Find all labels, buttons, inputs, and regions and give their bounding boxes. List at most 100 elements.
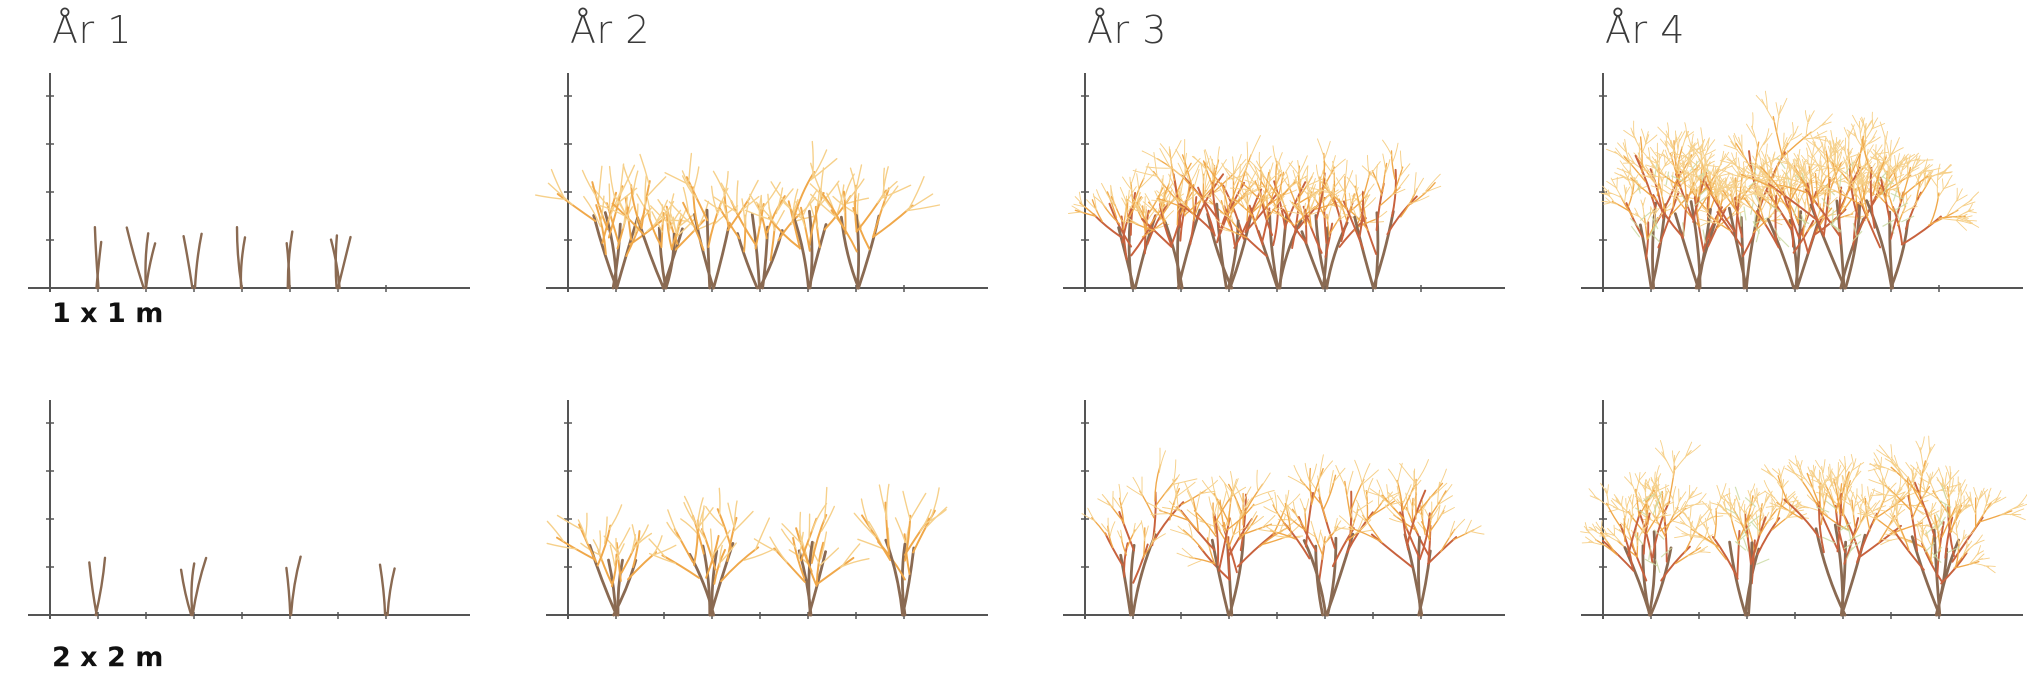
branch bbox=[705, 534, 720, 579]
branch bbox=[667, 509, 677, 533]
branch bbox=[1606, 180, 1617, 189]
branch bbox=[1350, 202, 1358, 219]
branch bbox=[1752, 495, 1760, 507]
branch bbox=[610, 553, 618, 588]
branch bbox=[1600, 192, 1609, 196]
branch bbox=[1830, 146, 1845, 158]
branch bbox=[712, 170, 726, 195]
branch bbox=[1369, 488, 1387, 500]
branch bbox=[1133, 177, 1145, 206]
branch bbox=[1225, 167, 1243, 184]
branch bbox=[1632, 493, 1635, 505]
branch bbox=[1594, 539, 1618, 556]
branch bbox=[1827, 466, 1830, 478]
branch bbox=[1752, 155, 1761, 170]
branch bbox=[1260, 193, 1270, 205]
branch bbox=[1168, 500, 1183, 514]
branch bbox=[1647, 530, 1657, 617]
branch bbox=[613, 194, 630, 221]
branch bbox=[1836, 141, 1847, 153]
branch bbox=[1813, 155, 1821, 169]
branch bbox=[1953, 560, 1980, 569]
branch bbox=[1607, 527, 1615, 536]
branch bbox=[1895, 518, 1910, 551]
branch bbox=[1728, 540, 1747, 617]
branch bbox=[1963, 504, 1972, 511]
branch bbox=[1871, 111, 1874, 128]
branch bbox=[652, 544, 677, 556]
branch bbox=[1710, 184, 1720, 192]
branch bbox=[1162, 506, 1181, 512]
branch bbox=[1976, 553, 1985, 562]
branch bbox=[1236, 531, 1277, 568]
branch bbox=[1761, 150, 1768, 166]
branch bbox=[1821, 113, 1833, 125]
branch bbox=[1871, 123, 1886, 130]
branch bbox=[1902, 153, 1916, 162]
branch bbox=[1806, 147, 1809, 163]
branch bbox=[1195, 491, 1201, 515]
branch bbox=[809, 201, 819, 230]
branch bbox=[1127, 189, 1130, 203]
branch bbox=[1746, 123, 1756, 138]
branch bbox=[1922, 477, 1932, 500]
branch bbox=[1955, 504, 1961, 514]
branch bbox=[1280, 185, 1284, 202]
branch bbox=[1843, 488, 1846, 504]
branch bbox=[1147, 187, 1164, 215]
branch bbox=[855, 164, 863, 191]
branch bbox=[1690, 520, 1694, 532]
branch bbox=[1332, 158, 1346, 171]
branch bbox=[1688, 484, 1691, 500]
branch bbox=[1201, 480, 1217, 499]
branch bbox=[1881, 539, 1892, 541]
leaf bbox=[1774, 227, 1781, 242]
branch bbox=[1795, 499, 1799, 510]
branch bbox=[1624, 503, 1629, 522]
branch bbox=[1612, 506, 1630, 514]
branch bbox=[1091, 517, 1107, 536]
branch bbox=[1986, 566, 1996, 574]
branch bbox=[1861, 116, 1866, 132]
branch bbox=[1371, 170, 1383, 197]
branch bbox=[1141, 218, 1173, 248]
branch bbox=[1957, 188, 1963, 200]
branch bbox=[1957, 219, 1972, 225]
branch bbox=[1263, 506, 1280, 515]
branch bbox=[1436, 505, 1441, 522]
branch bbox=[1822, 172, 1835, 182]
leaf bbox=[1653, 529, 1665, 540]
branch bbox=[1246, 511, 1257, 530]
branch bbox=[1253, 490, 1275, 498]
branch bbox=[1699, 508, 1710, 520]
branch bbox=[1648, 158, 1655, 168]
year-label-3: År 3 bbox=[1087, 8, 1167, 52]
branch bbox=[1818, 181, 1830, 190]
branch bbox=[1794, 472, 1807, 481]
branch bbox=[1200, 163, 1205, 184]
leaf bbox=[1660, 547, 1673, 558]
branch bbox=[1305, 178, 1312, 195]
branch bbox=[1792, 182, 1798, 193]
branch bbox=[1238, 510, 1243, 539]
branch bbox=[1928, 435, 1931, 452]
branch bbox=[94, 556, 107, 617]
branch bbox=[780, 528, 797, 549]
leaf bbox=[1847, 526, 1852, 541]
branch bbox=[1894, 505, 1902, 519]
leaf bbox=[1822, 536, 1836, 544]
leaf bbox=[1742, 537, 1749, 552]
branch bbox=[1849, 491, 1854, 503]
branch bbox=[603, 211, 618, 290]
branch bbox=[1900, 215, 1942, 246]
leaf bbox=[1725, 507, 1738, 516]
branch bbox=[1437, 481, 1440, 505]
branch bbox=[1336, 177, 1347, 195]
branch bbox=[1344, 480, 1352, 518]
branch bbox=[1464, 519, 1472, 535]
branch bbox=[597, 165, 603, 202]
branch bbox=[1669, 152, 1681, 184]
leaf bbox=[1741, 524, 1752, 536]
branch bbox=[1661, 514, 1672, 517]
branch bbox=[632, 170, 639, 195]
